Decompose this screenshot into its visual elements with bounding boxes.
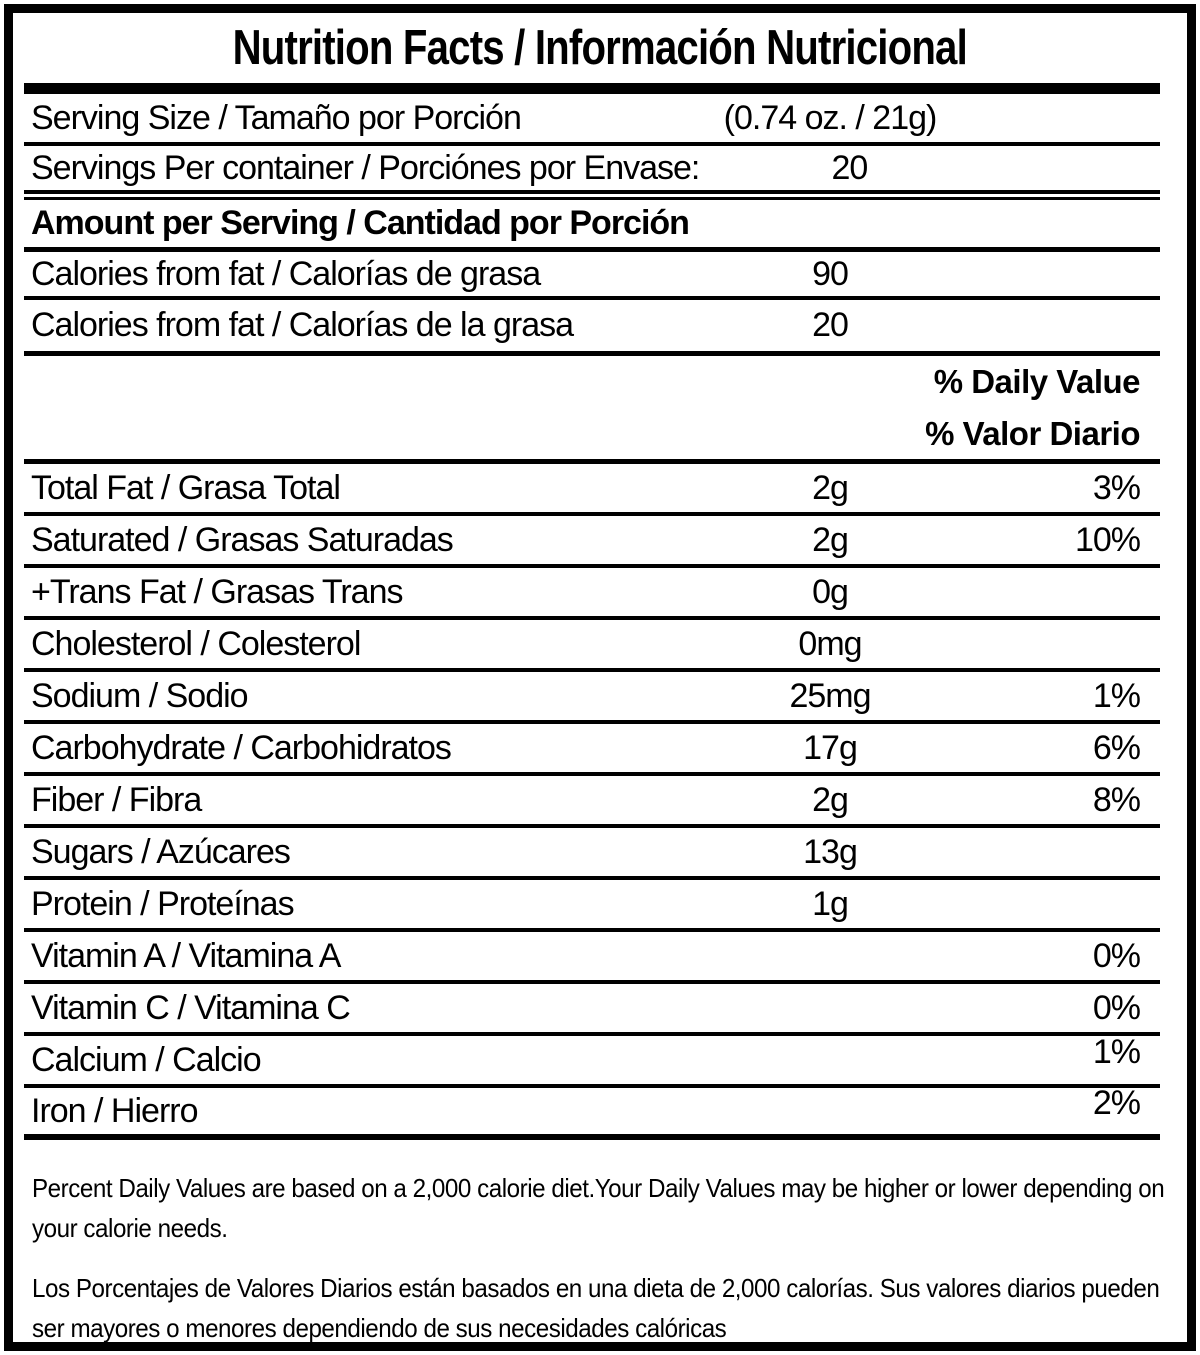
fiber-percent: 8% <box>1092 780 1141 819</box>
fiber-value: 2g <box>812 780 849 819</box>
carbohydrate-value: 17g <box>803 728 858 767</box>
vitamin-a-label: Vitamin A / Vitamina A <box>31 936 341 975</box>
row-saturated-fat: Saturated / Grasas Saturadas 2g 10% <box>24 516 1160 568</box>
saturated-fat-value: 2g <box>812 520 849 559</box>
daily-value-header-en-text: % Daily Value <box>933 363 1141 400</box>
serving-size-value: (0.74 oz. / 21g) <box>723 98 938 137</box>
row-fiber: Fiber / Fibra 2g 8% <box>24 776 1160 828</box>
daily-value-header-en: % Daily Value <box>24 356 1160 408</box>
footnote-es: Los Porcentajes de Valores Diarios están… <box>32 1273 1160 1343</box>
row-trans-fat: +Trans Fat / Grasas Trans 0g <box>24 568 1160 620</box>
trans-fat-label: +Trans Fat / Grasas Trans <box>31 572 403 611</box>
vitamin-c-percent: 0% <box>1092 988 1141 1027</box>
label-title: Nutrition Facts / Información Nutriciona… <box>232 21 968 75</box>
title-divider <box>24 83 1160 94</box>
cholesterol-label: Cholesterol / Colesterol <box>31 624 361 663</box>
nutrition-label: Nutrition Facts / Información Nutriciona… <box>4 4 1196 1351</box>
calories-from-fat-2-value: 20 <box>812 306 849 344</box>
servings-per-container-label: Servings Per container / Porciónes por E… <box>31 148 700 187</box>
carbohydrate-percent: 6% <box>1092 728 1141 767</box>
fiber-label: Fiber / Fibra <box>31 780 202 819</box>
calcium-percent: 1% <box>1092 1032 1141 1071</box>
footnotes: Percent Daily Values are based on a 2,00… <box>32 1168 1187 1348</box>
row-calories-from-fat-1: Calories from fat / Calorías de grasa 90 <box>24 252 1160 300</box>
daily-value-header-es-text: % Valor Diario <box>925 414 1140 452</box>
row-sodium: Sodium / Sodio 25mg 1% <box>24 672 1160 724</box>
row-sugars: Sugars / Azúcares 13g <box>24 828 1160 880</box>
carbohydrate-label: Carbohydrate / Carbohidratos <box>31 728 452 767</box>
sugars-label: Sugars / Azúcares <box>31 832 291 871</box>
row-carbohydrate: Carbohydrate / Carbohidratos 17g 6% <box>24 724 1160 776</box>
footnote-en: Percent Daily Values are based on a 2,00… <box>32 1173 1165 1243</box>
protein-label: Protein / Proteínas <box>31 884 295 923</box>
calcium-label: Calcium / Calcio <box>31 1040 262 1079</box>
servings-per-container-value: 20 <box>831 148 868 187</box>
row-protein: Protein / Proteínas 1g <box>24 880 1160 932</box>
vitamin-c-label: Vitamin C / Vitamina C <box>31 988 351 1027</box>
label-header: Nutrition Facts / Información Nutriciona… <box>13 13 1187 83</box>
vitamin-a-percent: 0% <box>1092 936 1141 975</box>
daily-value-header-es: % Valor Diario <box>24 408 1160 464</box>
sodium-label: Sodium / Sodio <box>31 676 249 715</box>
iron-label: Iron / Hierro <box>31 1091 199 1130</box>
row-vitamin-a: Vitamin A / Vitamina A 0% <box>24 932 1160 984</box>
row-cholesterol: Cholesterol / Colesterol 0mg <box>24 620 1160 672</box>
double-divider <box>24 190 1160 200</box>
row-servings-per-container: Servings Per container / Porciónes por E… <box>24 146 1160 190</box>
row-amount-per-serving: Amount per Serving / Cantidad por Porció… <box>24 200 1160 252</box>
calories-from-fat-1-value: 90 <box>812 254 849 293</box>
sugars-value: 13g <box>803 832 858 871</box>
calories-from-fat-1-label: Calories from fat / Calorías de grasa <box>31 254 541 293</box>
iron-percent: 2% <box>1092 1083 1141 1122</box>
sodium-value: 25mg <box>789 676 871 715</box>
trans-fat-value: 0g <box>812 572 849 611</box>
row-total-fat: Total Fat / Grasa Total 2g 3% <box>24 464 1160 516</box>
total-fat-value: 2g <box>812 468 849 507</box>
sodium-percent: 1% <box>1092 676 1141 715</box>
total-fat-percent: 3% <box>1092 468 1141 507</box>
row-calories-from-fat-2: Calories from fat / Calorías de la grasa… <box>24 300 1160 356</box>
row-calcium: Calcium / Calcio 1% <box>24 1032 1160 1088</box>
saturated-fat-percent: 10% <box>1074 520 1141 559</box>
row-iron: Iron / Hierro 2% <box>24 1084 1160 1140</box>
row-serving-size: Serving Size / Tamaño por Porción (0.74 … <box>24 94 1160 146</box>
label-body: Serving Size / Tamaño por Porción (0.74 … <box>24 94 1160 1140</box>
amount-per-serving-header: Amount per Serving / Cantidad por Porció… <box>31 204 690 242</box>
calories-from-fat-2-label: Calories from fat / Calorías de la grasa <box>31 306 574 344</box>
saturated-fat-label: Saturated / Grasas Saturadas <box>31 520 454 559</box>
protein-value: 1g <box>812 884 849 923</box>
cholesterol-value: 0mg <box>798 624 862 663</box>
total-fat-label: Total Fat / Grasa Total <box>31 468 341 507</box>
row-vitamin-c: Vitamin C / Vitamina C 0% <box>24 984 1160 1036</box>
serving-size-label: Serving Size / Tamaño por Porción <box>31 98 522 137</box>
